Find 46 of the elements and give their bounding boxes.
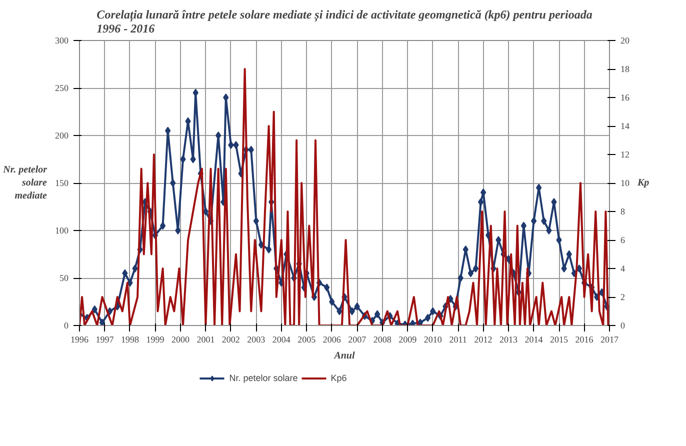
y2-tick-label: 10 [620,178,630,188]
y-tick-label: 0 [64,320,69,330]
x-tick-label: 1999 [146,334,165,344]
x-tick-label: 2007 [348,334,367,344]
x-tick-label: 2005 [298,334,316,344]
x-tick-label: 2013 [500,334,518,344]
x-tick-label: 2012 [474,334,492,344]
x-tick-label: 1996 [70,334,89,344]
x-tick-label: 2003 [247,334,266,344]
chart-title: Corelația lunară între petele solare mediate și indici de activitate geomgnetică (kp6) pentru perioada 1996 - 2016 [96,8,592,36]
x-tick-label: 2017 [600,334,619,344]
x-tick-label: 2010 [424,334,442,344]
y-tick-label: 250 [55,83,69,93]
x-tick-label: 1997 [96,334,114,344]
y-axis-title: Nr. petelor solare mediate [2,164,48,202]
y2-tick-label: 14 [620,121,630,131]
y-tick-label: 100 [55,226,69,236]
x-tick-label: 2000 [171,334,190,344]
y2-tick-label: 18 [620,64,630,74]
y-tick-label: 200 [55,130,69,140]
x-tick-label: 1998 [120,334,140,344]
y-tick-label: 150 [55,178,69,188]
x-tick-label: 2006 [322,334,342,344]
x-tick-label: 2009 [398,334,418,344]
x-tick-label: 2014 [524,334,544,344]
legend-label: Kp6 [330,372,348,384]
x-tick-label: 2008 [373,334,392,344]
y2-tick-label: 16 [620,92,630,102]
x-tick-label: 2011 [449,334,467,344]
y-tick-label: 300 [55,36,69,46]
legend-label: Nr. petelor solare [229,372,298,384]
x-tick-label: 2001 [196,334,215,344]
y2-tick-label: 20 [620,36,630,46]
x-tick-label: 2015 [550,334,569,344]
y2-tick-label: 8 [620,206,626,216]
y2-tick-label: 6 [620,235,626,245]
y-tick-label: 50 [60,273,69,283]
x-tick-label: 2016 [575,334,594,344]
y2-axis-title: Kp [636,178,650,188]
x-tick-label: 2004 [272,334,291,344]
y2-tick-label: 2 [620,292,625,302]
x-tick-label: 2002 [222,334,240,344]
y2-tick-label: 0 [620,320,626,330]
y2-tick-label: 12 [620,150,630,160]
y2-tick-label: 4 [620,264,626,274]
x-axis-title: Anul [333,350,356,362]
